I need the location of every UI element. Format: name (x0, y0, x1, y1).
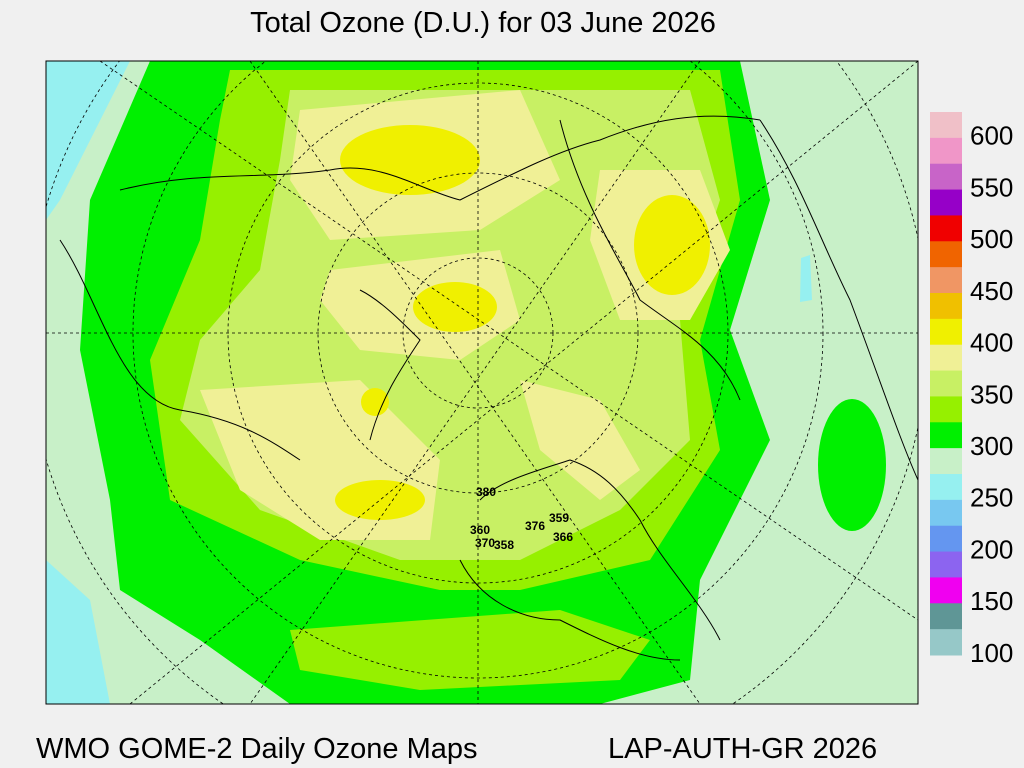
colorbar-label: 400 (970, 328, 1013, 358)
station-value: 358 (494, 538, 514, 552)
station-value: 359 (549, 511, 569, 525)
zone-375 (520, 380, 640, 500)
zone-400 (335, 480, 425, 520)
colorbar-box (930, 344, 962, 372)
footer-right: LAP-AUTH-GR 2026 (608, 733, 877, 765)
colorbar-box (930, 267, 962, 294)
colorbar-box (930, 215, 962, 242)
colorbar-box (930, 577, 962, 604)
colorbar: 600 550 500 450 400 350 300 250 200 150 100 (930, 112, 1013, 668)
zone-250 (800, 255, 812, 302)
colorbar-box (930, 189, 962, 216)
colorbar-label: 200 (970, 534, 1013, 564)
colorbar-label: 150 (970, 586, 1013, 616)
colorbar-label: 100 (970, 638, 1013, 668)
station-value: 380 (476, 485, 496, 499)
colorbar-label: 450 (970, 276, 1013, 306)
station-value: 370 (475, 536, 495, 550)
zone-325 (290, 610, 650, 690)
station-value: 360 (470, 523, 490, 537)
footer-left: WMO GOME-2 Daily Ozone Maps (36, 733, 478, 765)
zone-400 (634, 195, 710, 295)
colorbar-label: 500 (970, 224, 1013, 254)
zone-250 (46, 61, 130, 220)
zone-250 (46, 560, 110, 704)
colorbar-label: 600 (970, 121, 1013, 151)
map (46, 61, 918, 704)
colorbar-box (930, 137, 962, 165)
colorbar-box (930, 293, 962, 320)
title: Total Ozone (D.U.) for 03 June 2026 (250, 7, 716, 39)
colorbar-box (930, 629, 962, 656)
colorbar-box (930, 474, 962, 501)
colorbar-box (930, 603, 962, 630)
zone-400 (340, 125, 480, 195)
colorbar-box (930, 448, 962, 475)
colorbar-box (930, 370, 962, 397)
zone-400 (413, 282, 497, 332)
colorbar-box (930, 525, 962, 553)
colorbar-box (930, 396, 962, 423)
coastlines (59, 115, 918, 661)
colorbar-label: 550 (970, 172, 1013, 202)
colorbar-box (930, 551, 962, 578)
station-value: 366 (553, 530, 573, 544)
colorbar-label: 350 (970, 379, 1013, 409)
zone-400 (361, 388, 389, 416)
colorbar-box (930, 318, 962, 346)
colorbar-box (930, 163, 962, 191)
map-frame (45, 60, 919, 705)
colorbar-label: 250 (970, 483, 1013, 513)
colorbar-box (930, 422, 962, 449)
station-value: 376 (525, 519, 545, 533)
graticule (46, 61, 918, 704)
colorbar-box (930, 241, 962, 268)
colorbar-box (930, 112, 962, 139)
colorbar-label: 300 (970, 431, 1013, 461)
zone-300 (818, 399, 886, 531)
colorbar-box (930, 499, 962, 527)
